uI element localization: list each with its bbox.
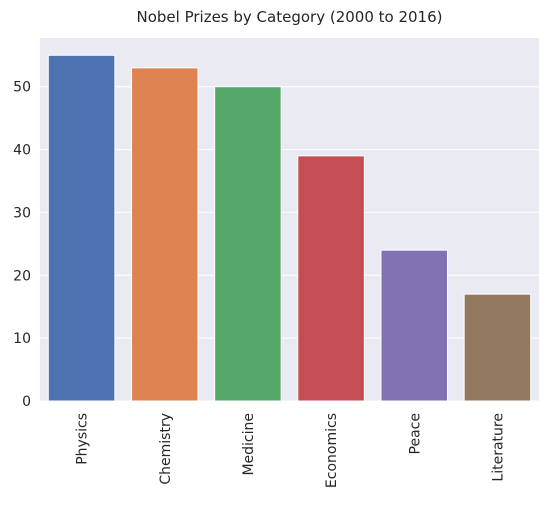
bar-literature bbox=[463, 293, 532, 402]
x-tick-label: Medicine bbox=[241, 413, 257, 476]
bars bbox=[47, 54, 532, 402]
x-axis-ticks: Physics Chemistry Medicine Economics Peace Li… bbox=[75, 413, 507, 488]
y-tick-label: 30 bbox=[13, 205, 31, 221]
bar-physics bbox=[47, 54, 116, 402]
gridlines bbox=[40, 86, 539, 402]
bar-peace bbox=[380, 249, 449, 402]
y-tick-label: 50 bbox=[13, 80, 31, 96]
plot-area bbox=[40, 38, 539, 401]
bar-chemistry bbox=[130, 67, 199, 402]
chart-title: Nobel Prizes by Category (2000 to 2016) bbox=[137, 8, 443, 26]
x-tick-label: Physics bbox=[75, 413, 91, 465]
x-tick-label: Economics bbox=[324, 413, 340, 488]
x-tick-label: Chemistry bbox=[158, 413, 174, 485]
y-axis-ticks: 0 10 20 30 40 50 bbox=[13, 80, 31, 410]
y-tick-label: 10 bbox=[13, 331, 31, 347]
x-tick-label: Literature bbox=[490, 413, 506, 482]
bar-medicine bbox=[214, 86, 282, 402]
bar-economics bbox=[297, 155, 365, 402]
x-tick-label: Peace bbox=[407, 413, 423, 454]
y-tick-label: 0 bbox=[22, 394, 31, 410]
y-tick-label: 40 bbox=[13, 143, 31, 159]
y-tick-label: 20 bbox=[13, 268, 31, 284]
